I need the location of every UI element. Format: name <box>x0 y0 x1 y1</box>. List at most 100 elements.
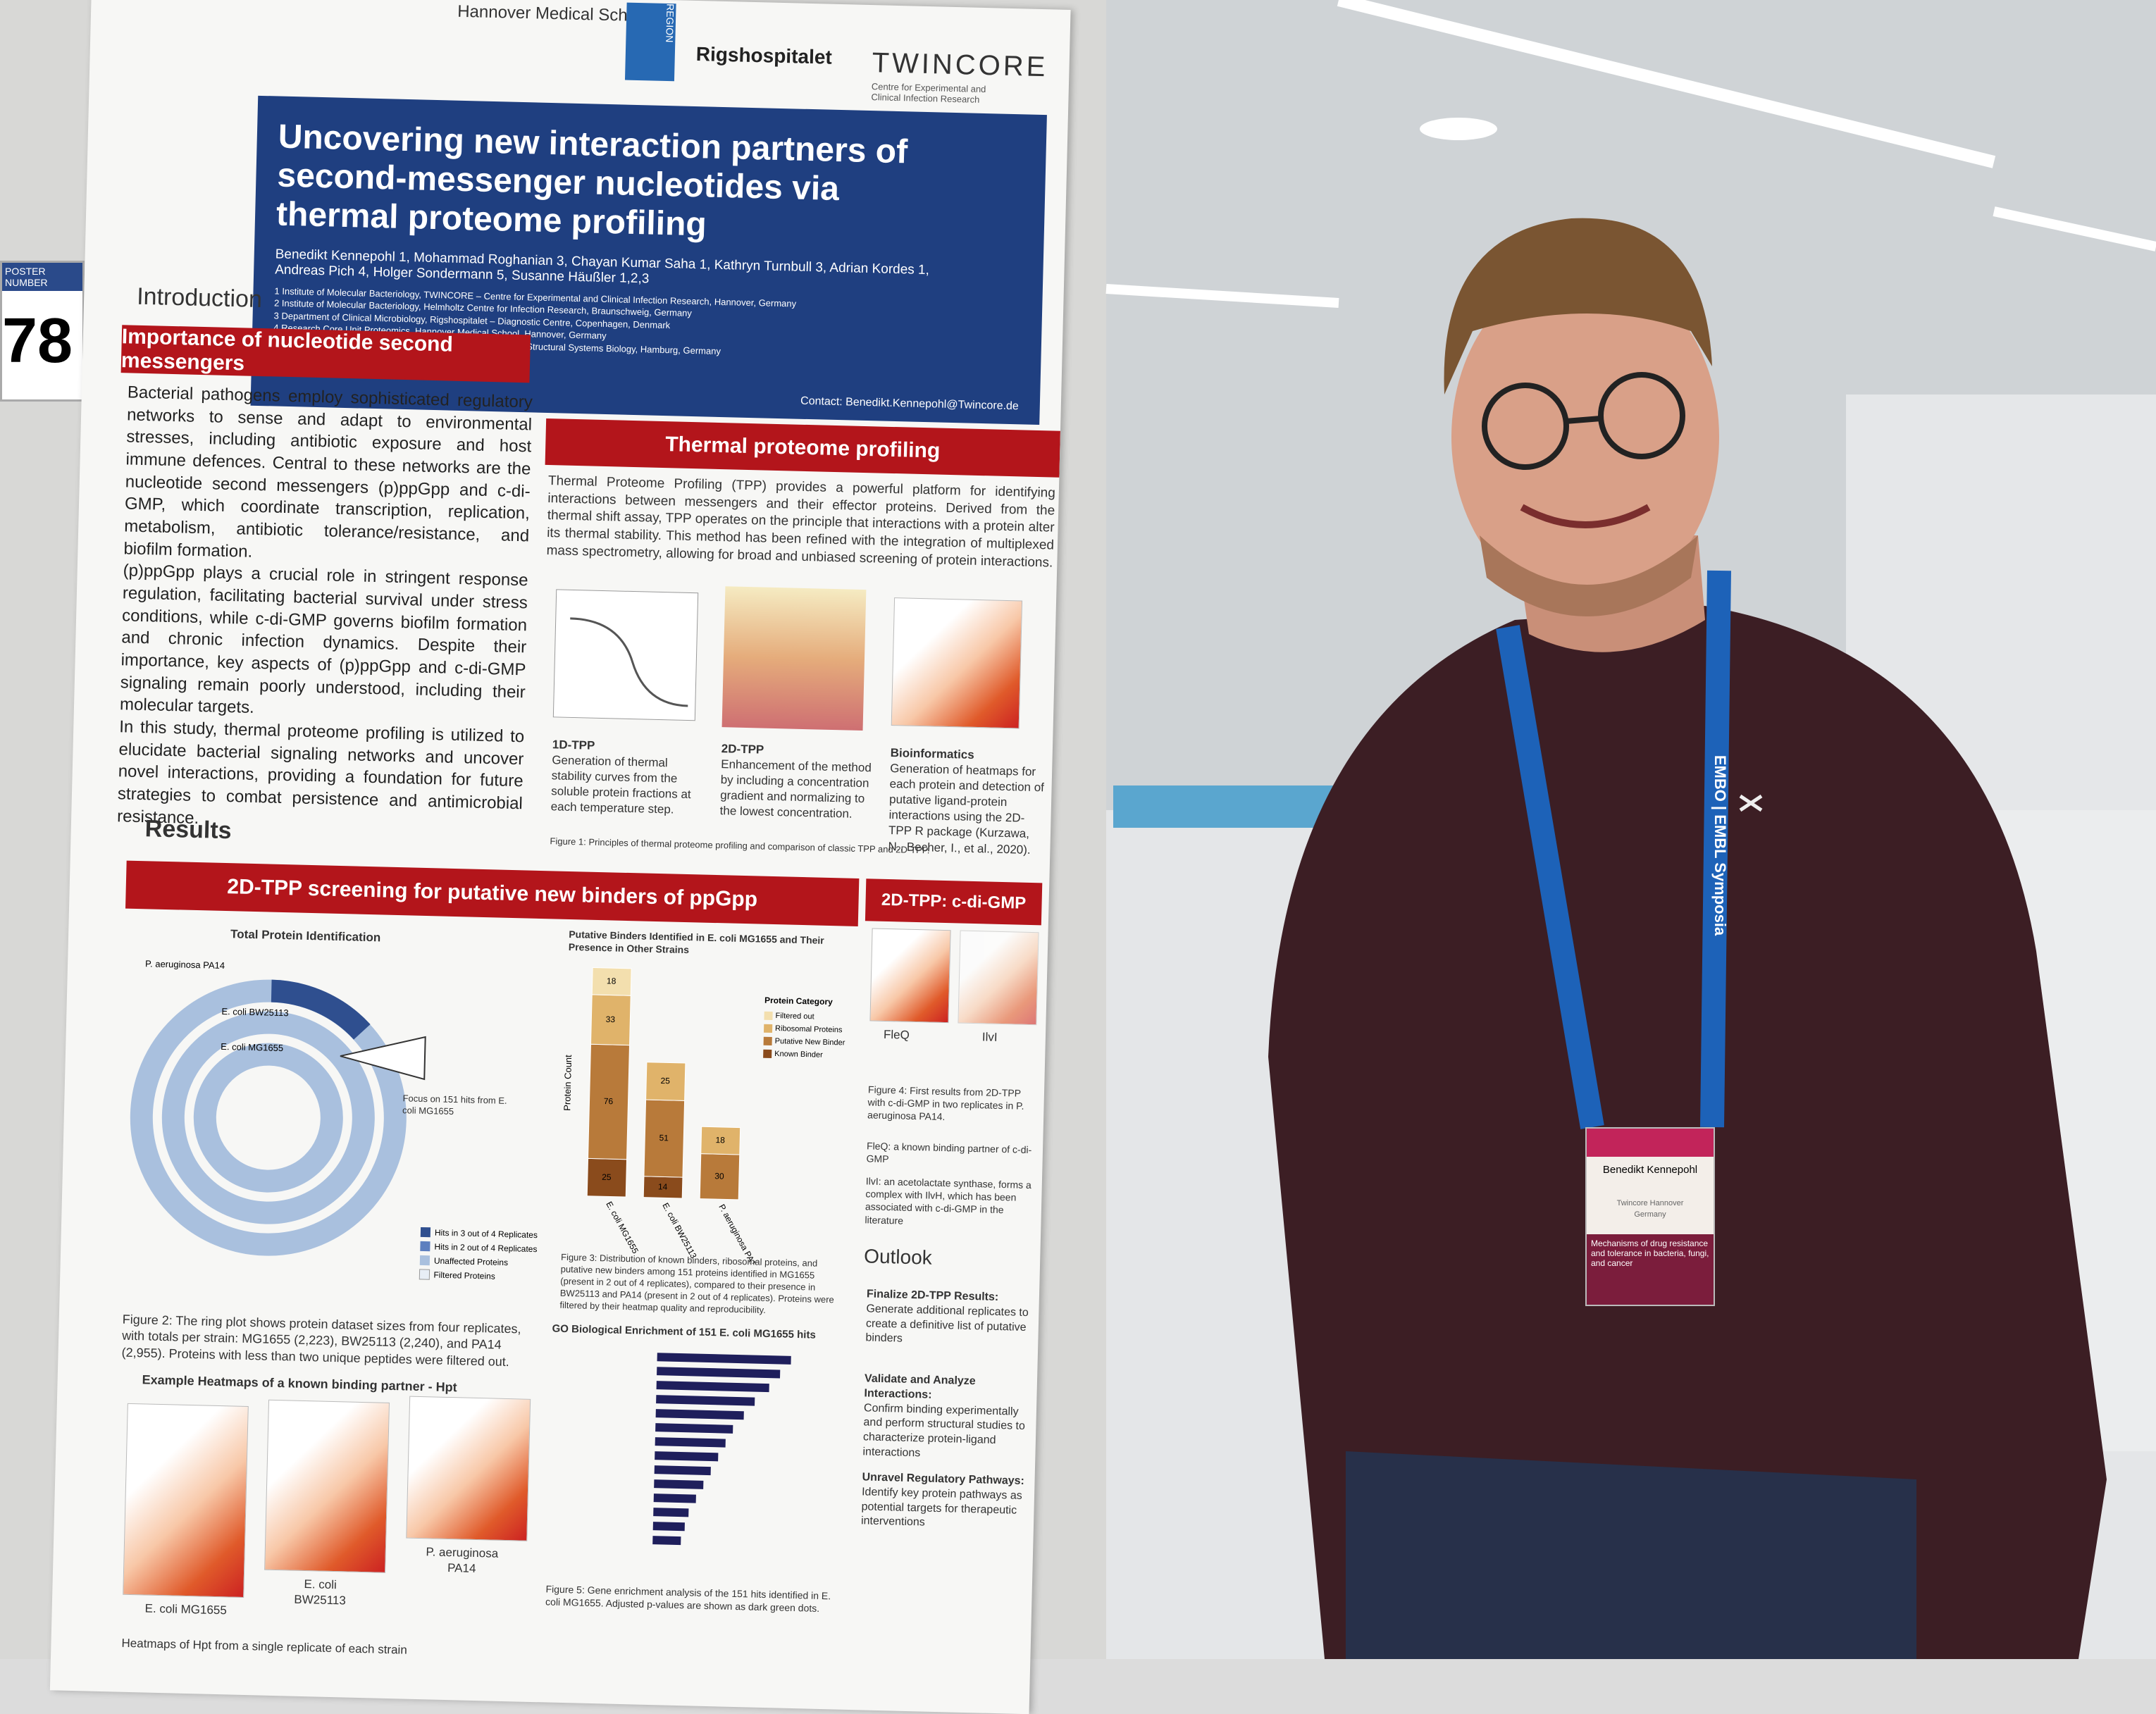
chart-title: Example Heatmaps of a known binding part… <box>142 1372 457 1395</box>
heatmap-label: E. coli BW25113 <box>294 1577 347 1608</box>
go-bar <box>654 1465 711 1476</box>
item-title: Validate and Analyze Interactions: <box>864 1372 976 1401</box>
curve <box>570 617 688 707</box>
legend-swatch <box>420 1226 431 1238</box>
bar-segment <box>645 1062 686 1101</box>
ring <box>161 1011 375 1224</box>
badge-org: Twincore Hannover <box>1616 1199 1684 1207</box>
bar-segment <box>700 1126 741 1155</box>
contact: Contact: Benedikt.Kennepohl@Twincore.de <box>800 395 1020 413</box>
focus-arrow <box>340 1036 426 1081</box>
outlook-item: Validate and Analyze Interactions: Confir… <box>862 1372 1030 1463</box>
section-banner: 2D-TPP screening for putative new binder… <box>125 860 860 926</box>
go-bar <box>654 1479 704 1489</box>
tpp-text: Thermal Proteome Profiling (TPP) provide… <box>546 473 1056 571</box>
axis-label: Protein Count <box>562 1055 574 1111</box>
heatmap-label: P. aeruginosa PA14 <box>426 1545 499 1576</box>
go-bar <box>652 1536 681 1546</box>
figure-panel <box>721 586 867 731</box>
ceiling-light <box>1993 206 2156 251</box>
logo <box>1739 794 1763 812</box>
ceiling-lamp <box>1420 118 1497 140</box>
figure-caption: Figure 3: Distribution of known binders,… <box>559 1251 834 1315</box>
bar-value: 14 <box>658 1181 668 1191</box>
go-bar <box>656 1381 769 1393</box>
heatmap <box>123 1403 249 1598</box>
lanyard <box>1496 625 1604 1129</box>
legend-swatch <box>420 1241 430 1252</box>
bar-value: 18 <box>715 1135 725 1145</box>
ceiling-light <box>1337 0 1996 168</box>
bar-segment <box>591 967 632 996</box>
ring <box>193 1043 343 1193</box>
legend-label: Unaffected Proteins <box>434 1256 508 1268</box>
focus-note: Focus on 151 hits from E. coli MG1655 <box>402 1093 507 1117</box>
go-bar <box>657 1367 781 1379</box>
lanyard <box>1700 570 1731 1128</box>
face <box>1451 268 1719 606</box>
bar-value: 51 <box>659 1133 669 1143</box>
intro-text: Bacterial pathogens employ sophisticated… <box>117 381 533 837</box>
heatmap-label: E. coli MG1655 <box>144 1601 228 1617</box>
go-bar <box>655 1437 726 1448</box>
bar-value: 33 <box>606 1014 616 1024</box>
x-tick-label: E. coli BW25113 <box>660 1201 698 1260</box>
chart-title: GO Biological Enrichment of 151 E. coli … <box>552 1322 816 1341</box>
go-bar <box>655 1409 744 1420</box>
heatmap-label: FleQ <box>883 1027 910 1042</box>
logo-text: Centre for Experimental and Clinical Inf… <box>871 81 986 105</box>
legend-swatch <box>763 1036 772 1046</box>
panel: Bioinformatics Generation of heatmaps for… <box>888 745 1046 858</box>
item-title: Finalize 2D-TPP Results: <box>866 1288 999 1304</box>
ring <box>130 979 407 1256</box>
strain-label: E. coli BW25113 <box>221 1006 288 1018</box>
badge-country: Germany <box>1634 1210 1666 1219</box>
legend-swatch <box>419 1255 430 1266</box>
poster-number: 78 <box>2 306 73 376</box>
glasses-lens <box>1482 383 1569 470</box>
ceiling-light <box>1105 284 1339 308</box>
legend-swatch <box>763 1049 772 1059</box>
heatmap <box>406 1396 531 1541</box>
heatmap-label: IlvI <box>981 1030 998 1044</box>
legend-label: Filtered out <box>775 1012 814 1021</box>
legend-swatch <box>763 1024 773 1033</box>
item-text: Generate additional replicates to create… <box>865 1303 1029 1346</box>
panel: 2D-TPP Enhancement of the method by inclu… <box>719 741 876 823</box>
legend-label: Filtered Proteins <box>433 1270 495 1281</box>
bar-value: 25 <box>602 1172 612 1182</box>
strain-label: P. aeruginosa PA14 <box>145 958 225 971</box>
outlook-item: Finalize 2D-TPP Results: Generate additio… <box>865 1287 1032 1350</box>
legend-label: Hits in 3 out of 4 Replicates <box>435 1228 538 1241</box>
heatmap <box>958 930 1039 1026</box>
logo-text: Rigshospitalet <box>695 42 833 68</box>
blue-panel <box>1113 785 1339 828</box>
section-banner: Importance of nucleotide second messenge… <box>120 325 531 383</box>
poster-number-label: POSTER NUMBER <box>2 263 82 291</box>
figure-caption: Figure 2: The ring plot shows protein da… <box>121 1312 521 1369</box>
outlook-item: Unravel Regulatory Pathways: Identify key… <box>861 1470 1028 1533</box>
bar-value: 25 <box>660 1076 670 1086</box>
note: IlvI: an acetolactate synthase, forms a … <box>865 1175 1032 1226</box>
panel-text: Enhancement of the method by including a… <box>719 757 872 821</box>
heatmap <box>264 1399 390 1573</box>
item-text: Identify key protein pathways as potenti… <box>860 1486 1022 1529</box>
legend-label: Putative New Binder <box>775 1037 845 1047</box>
bar-value: 30 <box>714 1171 724 1181</box>
smile <box>1520 504 1651 528</box>
logo-text: TWINCORE <box>872 47 1048 83</box>
poster-title: Uncovering new interaction partners of s… <box>275 118 908 244</box>
legend-label: Known Binder <box>774 1050 823 1060</box>
glasses-bridge <box>1565 416 1601 424</box>
figure-panel <box>552 589 699 721</box>
go-bar <box>656 1395 755 1406</box>
chart-title: Putative Binders Identified in E. coli M… <box>568 928 824 956</box>
panel-text: Generation of heatmaps for each protein … <box>888 762 1045 857</box>
paragraph: (p)ppGpp plays a crucial role in stringe… <box>119 561 528 718</box>
poster: Hannover Medical School REGION Rigshospi… <box>49 0 1071 1714</box>
chart-title: Total Protein Identification <box>230 927 381 945</box>
legend-label: Hits in 2 out of 4 Replicates <box>434 1242 537 1255</box>
section-banner: Thermal proteome profiling <box>545 418 1060 478</box>
x-tick-label: E. coli MG1655 <box>604 1200 640 1255</box>
